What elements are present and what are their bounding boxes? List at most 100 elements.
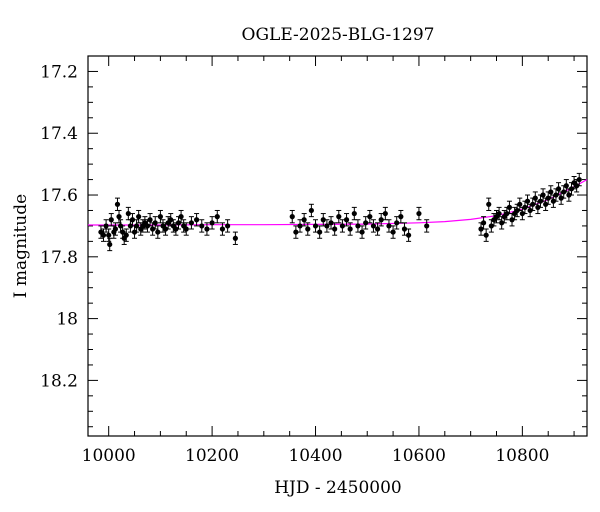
- data-point: [209, 220, 215, 226]
- data-point: [324, 223, 330, 229]
- data-point: [563, 183, 569, 189]
- x-tick-label: 10000: [82, 446, 136, 466]
- data-point: [509, 217, 515, 223]
- data-point: [116, 214, 122, 220]
- data-point: [343, 217, 350, 223]
- data-point: [424, 223, 430, 229]
- x-tick-label: 10800: [495, 446, 549, 466]
- data-point: [522, 204, 528, 210]
- x-tick-label: 10400: [288, 446, 342, 466]
- y-tick-label: 17.2: [40, 62, 78, 82]
- data-point: [193, 217, 200, 223]
- data-points: [98, 172, 582, 252]
- data-point: [517, 201, 523, 207]
- data-point: [100, 232, 107, 238]
- data-point: [378, 217, 384, 223]
- data-point: [543, 201, 549, 207]
- data-point: [370, 223, 377, 229]
- data-point: [183, 226, 189, 232]
- data-point: [155, 229, 161, 235]
- data-point: [535, 204, 541, 210]
- chart-title: OGLE-2025-BLG-1297: [242, 25, 435, 45]
- y-tick-label: 17.6: [40, 186, 78, 206]
- data-point: [568, 186, 575, 192]
- data-point: [103, 223, 109, 229]
- x-tick-label: 10200: [185, 446, 239, 466]
- data-point: [406, 232, 412, 238]
- data-point: [374, 226, 381, 232]
- data-point: [225, 223, 231, 229]
- data-point: [545, 195, 551, 201]
- data-point: [351, 210, 357, 217]
- y-tick-label: 18: [56, 310, 78, 330]
- data-point: [483, 232, 489, 238]
- data-point: [390, 229, 396, 235]
- data-point: [152, 220, 158, 226]
- plot-area: 10000 10200 10400 10600 10800 17.217.417.617…: [40, 55, 588, 466]
- data-point: [107, 241, 113, 248]
- y-tick-label: 17.4: [40, 124, 78, 144]
- data-point: [499, 220, 505, 226]
- data-point: [188, 220, 195, 226]
- data-point: [506, 204, 513, 210]
- data-point: [297, 223, 303, 229]
- data-point: [496, 210, 502, 217]
- data-point: [537, 198, 544, 204]
- data-point: [530, 201, 536, 207]
- data-point: [558, 195, 564, 201]
- data-point: [363, 220, 369, 226]
- data-point: [527, 207, 533, 214]
- data-point: [199, 223, 205, 229]
- data-point: [308, 207, 314, 214]
- data-point: [382, 210, 388, 217]
- data-point: [504, 210, 510, 217]
- x-axis: 10000 10200 10400 10600 10800: [82, 56, 575, 466]
- data-point: [540, 192, 546, 198]
- data-point: [332, 226, 338, 232]
- data-point: [162, 226, 169, 232]
- data-point: [550, 198, 556, 204]
- y-axis: 17.2 17.4 17.6 17.8 18 18.2: [40, 55, 587, 428]
- data-point: [147, 217, 153, 223]
- data-point: [355, 223, 361, 229]
- data-point: [398, 214, 404, 220]
- data-point: [480, 220, 487, 226]
- data-point: [106, 232, 112, 238]
- data-point: [114, 201, 121, 207]
- data-point: [566, 192, 572, 198]
- data-point: [478, 226, 484, 232]
- data-point: [339, 223, 346, 229]
- data-point: [178, 214, 184, 220]
- data-point: [108, 217, 114, 223]
- data-point: [548, 189, 554, 195]
- data-point: [136, 214, 142, 220]
- data-point: [401, 226, 408, 232]
- data-point: [204, 226, 210, 232]
- data-point: [175, 220, 182, 226]
- data-point: [129, 217, 136, 223]
- x-tick-label: 10600: [392, 446, 446, 466]
- data-point: [214, 214, 220, 220]
- data-point: [519, 210, 525, 217]
- data-point: [320, 217, 326, 223]
- y-tick-label: 18.2: [40, 371, 78, 391]
- data-point: [232, 235, 238, 241]
- data-point: [386, 223, 392, 229]
- data-point: [555, 186, 562, 192]
- data-point: [514, 207, 520, 214]
- x-axis-label: HJD - 2450000: [274, 478, 402, 498]
- data-point: [394, 220, 400, 226]
- data-point: [150, 226, 156, 232]
- data-point: [367, 214, 373, 220]
- data-point: [125, 210, 131, 217]
- data-point: [134, 223, 140, 229]
- data-point: [486, 201, 492, 207]
- data-point: [123, 232, 129, 238]
- data-point: [336, 214, 342, 220]
- data-point: [561, 189, 567, 195]
- data-point: [553, 192, 559, 198]
- plot-frame: [87, 55, 588, 437]
- data-point: [144, 223, 151, 229]
- data-point: [576, 176, 582, 183]
